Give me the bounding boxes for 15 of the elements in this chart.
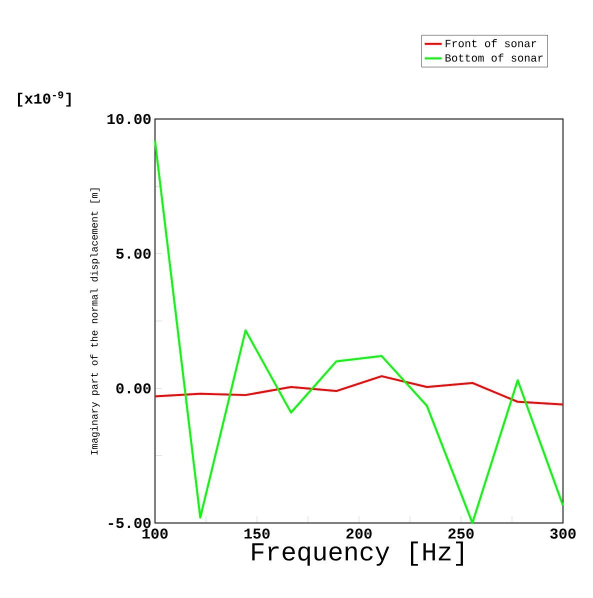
legend-label: Bottom of sonar (446, 54, 543, 62)
x-axis-title: Frequency [Hz] (252, 542, 463, 566)
y-tick-label: -5.00 (108, 518, 151, 528)
x-tick-label: 250 (448, 528, 474, 539)
y-tick-label: 10.00 (107, 114, 151, 124)
y-axis-title: Imaginary part of the normal displacement [m] (90, 188, 100, 455)
line-series (154, 375, 564, 406)
y-tick-label: 0.00 (116, 383, 151, 394)
x-tick-label: 200 (346, 528, 372, 539)
y-tick-label: 5.00 (116, 248, 151, 259)
text: [x10$^{-9}$] (18, 91, 71, 107)
x-tick-label: 150 (244, 528, 270, 539)
x-tick-label: 100 (142, 528, 168, 539)
legend-label: Front of sonar (446, 39, 536, 48)
x-tick-label: 300 (550, 528, 576, 539)
